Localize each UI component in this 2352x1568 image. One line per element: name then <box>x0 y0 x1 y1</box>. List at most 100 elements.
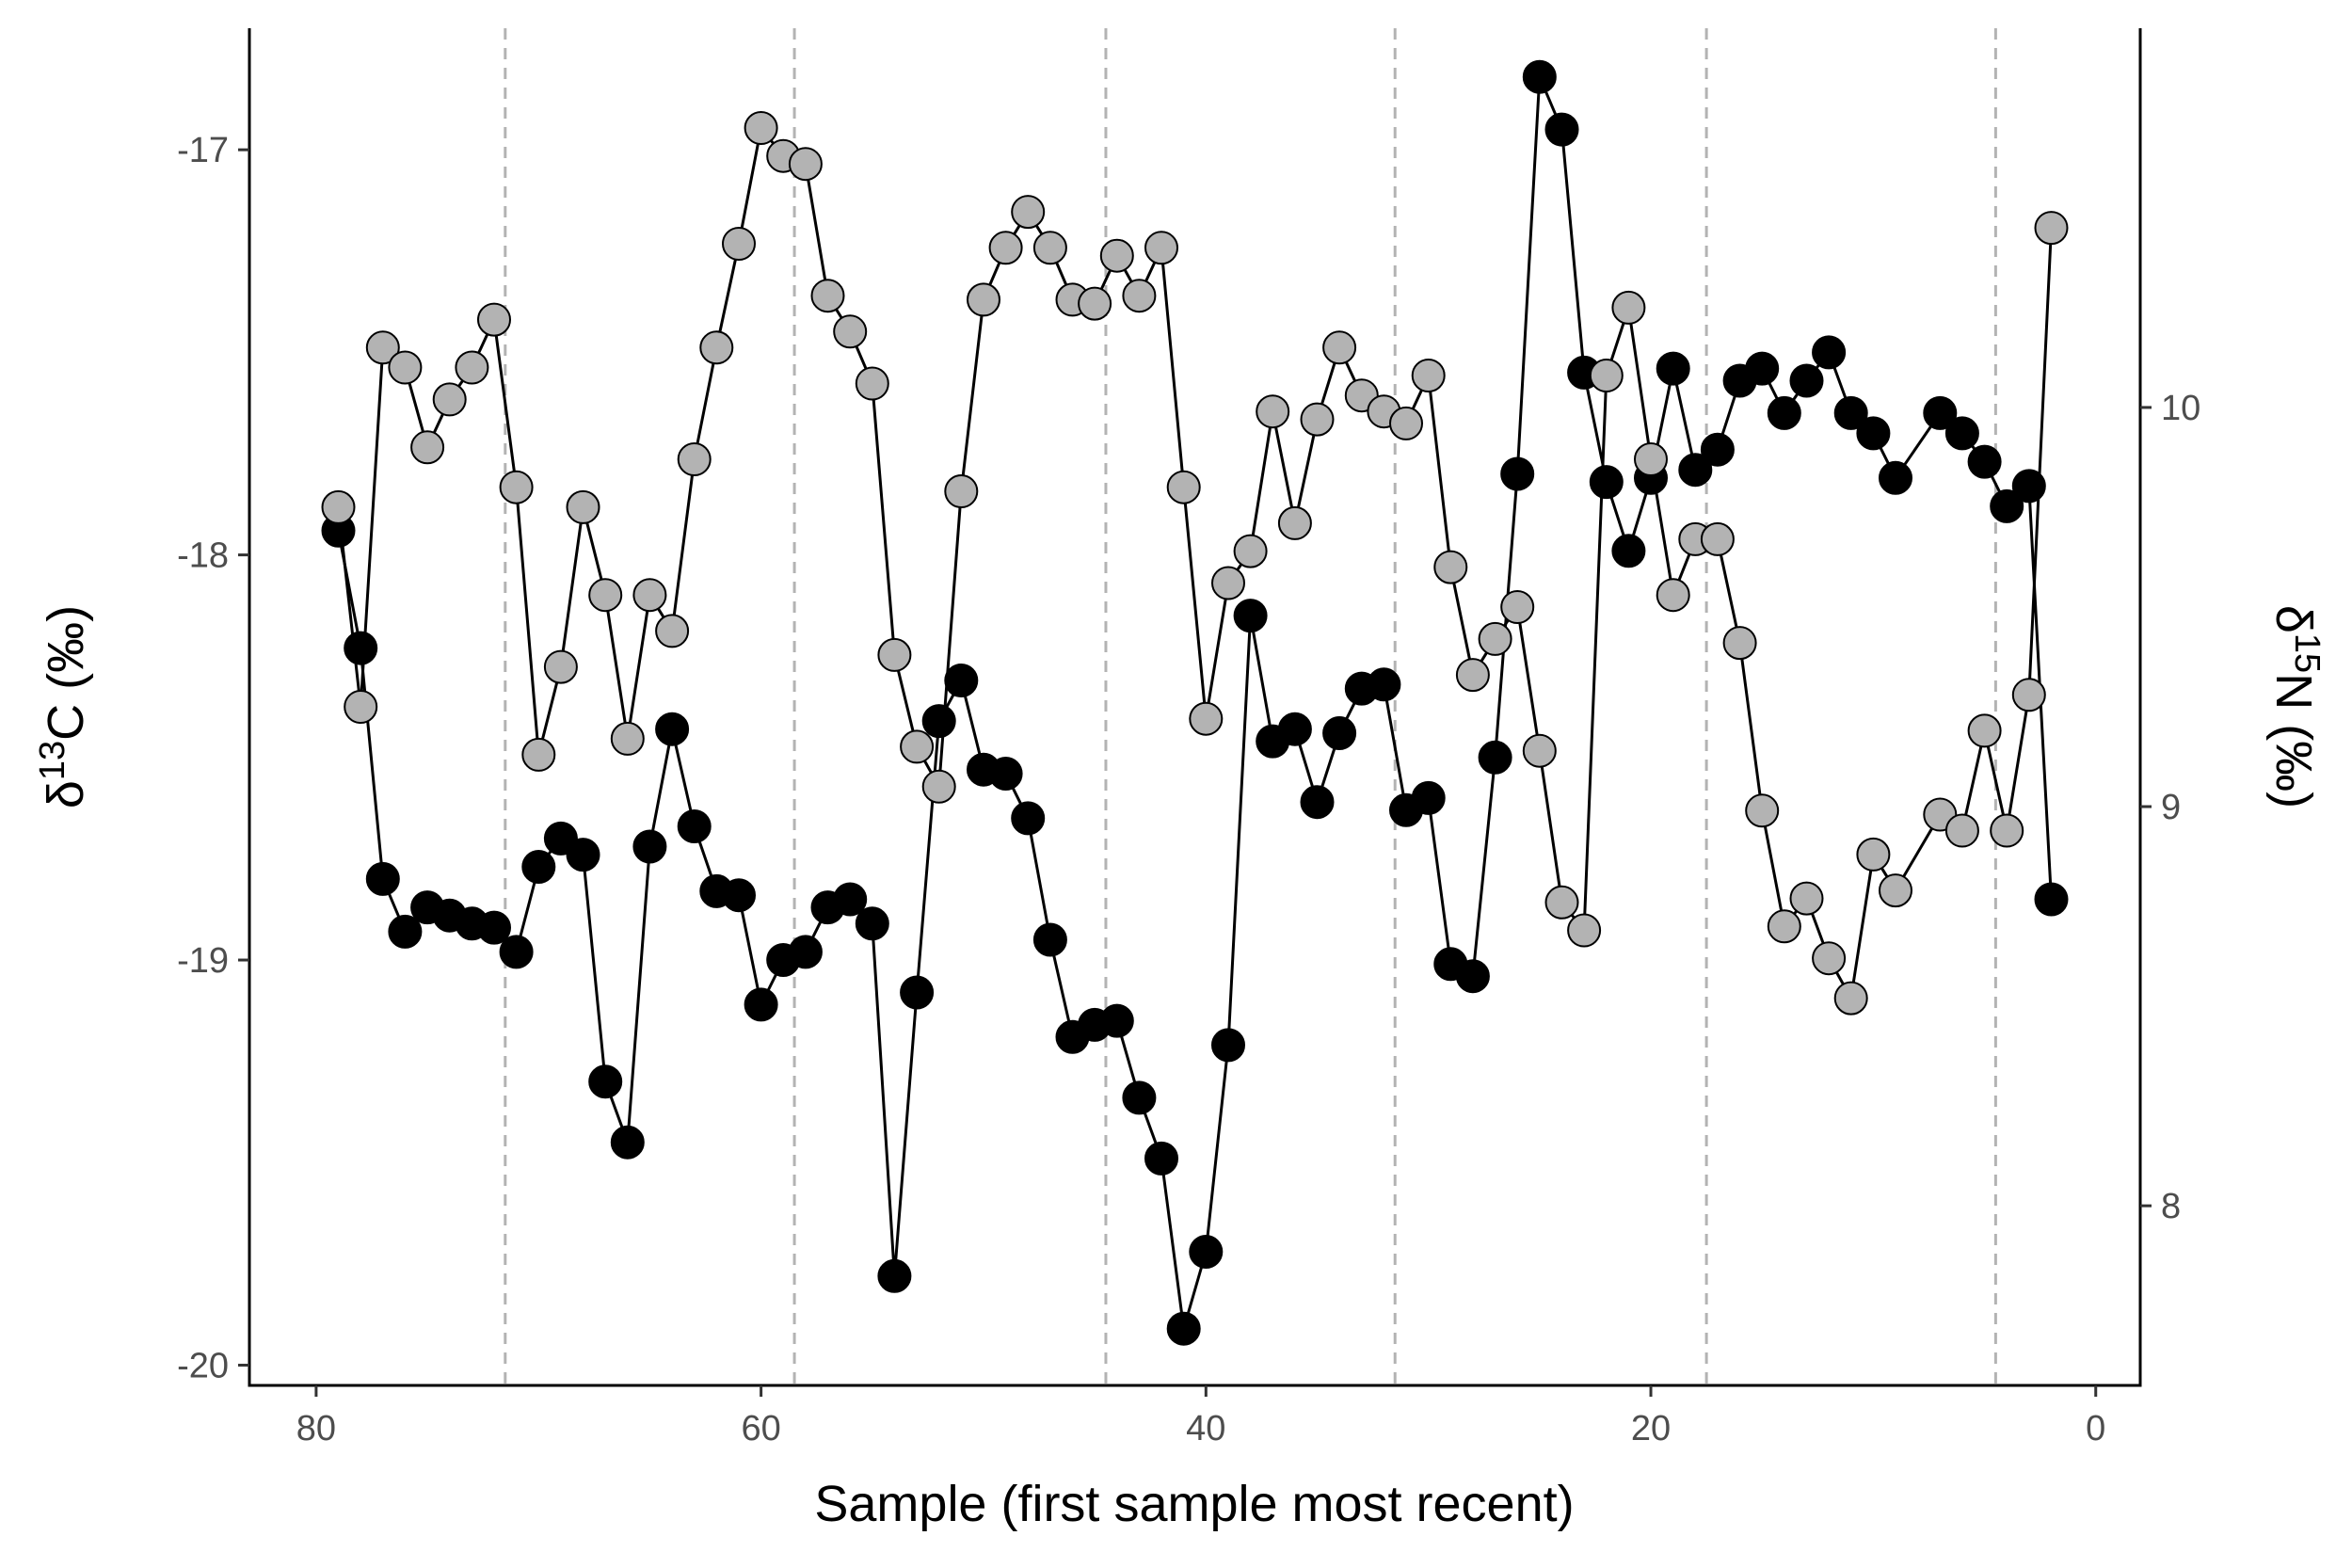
data-point-d13C <box>1656 351 1690 386</box>
data-point-d13C <box>1789 363 1824 398</box>
data-point-d15N <box>1455 658 1490 693</box>
data-point-d15N <box>632 578 667 613</box>
data-point-d13C <box>566 838 600 872</box>
data-point-d15N <box>1322 330 1357 365</box>
y-left-delta: δ <box>38 780 94 808</box>
y-left-tick-label: -19 <box>177 941 229 981</box>
y-left-rest: C (‰) <box>38 605 94 741</box>
x-tick-label: 80 <box>296 1409 336 1448</box>
data-point-d13C <box>833 882 868 917</box>
x-tick-label: 20 <box>1631 1409 1671 1448</box>
data-point-d13C <box>1833 395 1868 430</box>
data-point-d15N <box>1833 981 1868 1016</box>
data-point-d13C <box>855 906 889 941</box>
data-point-d13C <box>1967 444 2002 479</box>
data-point-d15N <box>1700 521 1735 556</box>
y-right-tick-label: 10 <box>2161 389 2200 428</box>
data-point-d13C <box>1455 959 1490 994</box>
data-point-d15N <box>1099 238 1134 273</box>
data-point-d15N <box>1166 470 1201 504</box>
data-point-d15N <box>1789 881 1824 916</box>
data-point-d13C <box>1099 1003 1134 1038</box>
x-tick-label: 60 <box>741 1409 780 1448</box>
series-d13C <box>321 59 2069 1346</box>
data-point-d15N <box>1944 813 1979 848</box>
data-point-d13C <box>1522 59 1557 94</box>
data-point-d15N <box>410 430 445 465</box>
series-d15N <box>321 111 2069 1016</box>
data-point-d15N <box>699 330 734 365</box>
data-point-d15N <box>1990 813 2024 848</box>
data-point-d15N <box>1411 359 1446 392</box>
data-point-d13C <box>1678 453 1713 488</box>
data-point-d15N <box>855 366 889 401</box>
data-point-d15N <box>543 649 578 684</box>
data-point-d13C <box>677 809 712 843</box>
data-point-d15N <box>1211 566 1245 600</box>
data-point-d15N <box>1078 286 1112 321</box>
data-point-d13C <box>1856 416 1891 451</box>
data-point-d13C <box>477 910 511 945</box>
data-point-d15N <box>1500 590 1535 624</box>
data-point-d15N <box>477 302 511 337</box>
data-series <box>321 59 2069 1346</box>
data-point-d15N <box>1856 837 1891 872</box>
data-point-d13C <box>1144 1141 1178 1176</box>
data-point-d13C <box>788 935 823 969</box>
data-point-d15N <box>588 578 623 613</box>
data-point-d13C <box>499 935 534 969</box>
y-right-axis-title: δ15N (‰) <box>2265 605 2327 808</box>
x-axis-title: Sample (first sample most recent) <box>814 1476 1574 1532</box>
series-line-d15N <box>337 124 2053 1003</box>
data-point-d15N <box>1256 394 1290 429</box>
data-point-d15N <box>900 729 935 764</box>
data-point-d15N <box>988 231 1023 265</box>
data-point-d13C <box>1478 740 1512 775</box>
data-point-d15N <box>1189 701 1224 736</box>
y-right-tick-label: 8 <box>2161 1187 2181 1226</box>
data-point-d15N <box>1611 290 1646 325</box>
data-point-d13C <box>588 1064 623 1099</box>
y-left-superscript: 13 <box>33 741 72 780</box>
data-point-d15N <box>321 489 356 524</box>
data-point-d15N <box>1656 578 1690 613</box>
data-point-d13C <box>1700 432 1735 467</box>
data-point-d15N <box>967 282 1000 317</box>
data-point-d15N <box>1722 626 1757 661</box>
data-point-d13C <box>1500 456 1535 491</box>
data-point-d15N <box>1122 279 1157 313</box>
data-point-d15N <box>1967 713 2002 748</box>
data-point-d13C <box>610 1125 645 1160</box>
data-point-d15N <box>1032 231 1067 265</box>
data-point-d15N <box>1745 793 1780 828</box>
y-left-tick-label: -20 <box>177 1346 229 1385</box>
y-right-superscript: 15 <box>2287 633 2327 673</box>
data-point-d15N <box>921 769 956 804</box>
data-point-d15N <box>610 721 645 756</box>
data-point-d13C <box>988 757 1023 791</box>
data-point-d13C <box>365 861 400 896</box>
data-point-d15N <box>677 442 712 476</box>
data-point-d15N <box>455 350 489 385</box>
data-point-d13C <box>1233 599 1268 633</box>
data-point-d13C <box>944 664 979 697</box>
data-point-d15N <box>1812 941 1847 976</box>
data-point-d15N <box>432 382 467 417</box>
data-point-d15N <box>1478 621 1512 656</box>
data-point-d15N <box>833 314 868 349</box>
data-point-d15N <box>944 474 979 508</box>
y-right-tick-label: 9 <box>2161 788 2181 827</box>
x-tick-label: 40 <box>1186 1409 1225 1448</box>
data-point-d15N <box>1300 402 1335 437</box>
data-point-d13C <box>1944 416 1979 451</box>
data-point-d13C <box>1990 488 2024 523</box>
data-point-d13C <box>1544 112 1579 147</box>
tick-marks-and-labels: 80 60 40 20 0 -17 -18 -19 -20 10 9 8 <box>177 131 2200 1448</box>
data-point-d13C <box>1879 460 1912 495</box>
data-point-d15N <box>365 330 400 365</box>
data-point-d13C <box>1411 780 1446 815</box>
data-point-d15N <box>788 147 823 182</box>
data-point-d13C <box>1032 922 1067 957</box>
data-point-d15N <box>1433 550 1468 584</box>
data-point-d13C <box>900 975 935 1010</box>
